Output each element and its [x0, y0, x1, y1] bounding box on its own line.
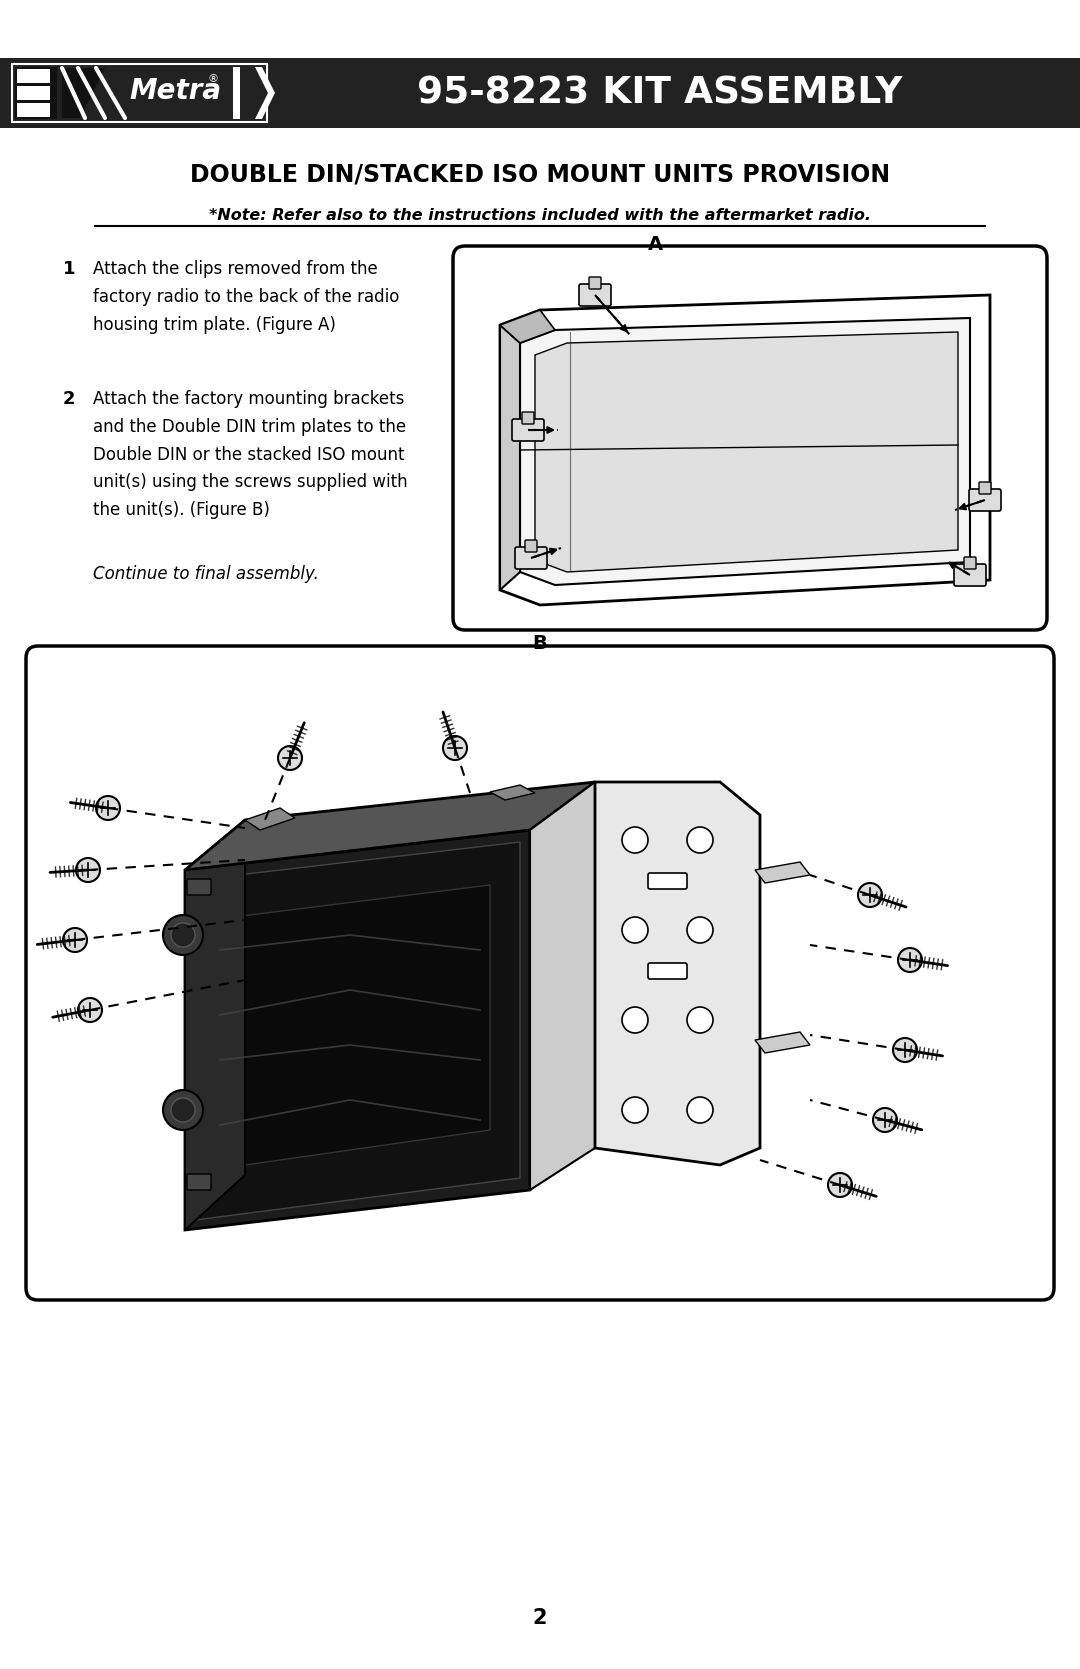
Circle shape — [63, 928, 87, 951]
FancyBboxPatch shape — [648, 963, 687, 980]
Circle shape — [171, 1098, 195, 1122]
FancyBboxPatch shape — [17, 87, 50, 100]
Text: Continue to final assembly.: Continue to final assembly. — [93, 566, 319, 582]
Circle shape — [96, 796, 120, 819]
Circle shape — [76, 858, 100, 881]
FancyBboxPatch shape — [648, 873, 687, 890]
Circle shape — [622, 828, 648, 853]
Polygon shape — [185, 819, 245, 1230]
Circle shape — [687, 828, 713, 853]
Text: Attach the clips removed from the
factory radio to the back of the radio
housing: Attach the clips removed from the factor… — [93, 260, 400, 334]
Text: ®: ® — [207, 73, 218, 83]
Circle shape — [163, 915, 203, 955]
FancyBboxPatch shape — [515, 547, 546, 569]
FancyBboxPatch shape — [954, 564, 986, 586]
FancyBboxPatch shape — [17, 103, 50, 117]
Circle shape — [443, 736, 467, 759]
Circle shape — [622, 916, 648, 943]
Circle shape — [687, 1006, 713, 1033]
FancyBboxPatch shape — [525, 541, 537, 552]
Polygon shape — [595, 783, 760, 1165]
Polygon shape — [755, 1031, 810, 1053]
FancyBboxPatch shape — [579, 284, 611, 305]
FancyBboxPatch shape — [969, 489, 1001, 511]
Circle shape — [622, 1006, 648, 1033]
FancyBboxPatch shape — [589, 277, 600, 289]
FancyBboxPatch shape — [26, 646, 1054, 1300]
Text: Metra: Metra — [129, 77, 221, 105]
FancyBboxPatch shape — [522, 412, 534, 424]
Text: 2: 2 — [532, 1607, 548, 1627]
Polygon shape — [535, 332, 958, 572]
Text: 2: 2 — [63, 391, 76, 407]
Circle shape — [171, 923, 195, 946]
Polygon shape — [245, 808, 295, 829]
Circle shape — [828, 1173, 852, 1197]
FancyBboxPatch shape — [15, 67, 57, 118]
Circle shape — [897, 948, 922, 971]
Polygon shape — [185, 829, 530, 1230]
Polygon shape — [530, 783, 595, 1190]
Text: A: A — [647, 235, 662, 254]
Polygon shape — [185, 783, 595, 870]
Text: 95-8223 KIT ASSEMBLY: 95-8223 KIT ASSEMBLY — [417, 77, 903, 112]
Polygon shape — [519, 319, 970, 586]
Polygon shape — [195, 841, 519, 1220]
Polygon shape — [755, 861, 810, 883]
Polygon shape — [62, 68, 105, 118]
Circle shape — [873, 1108, 897, 1132]
Polygon shape — [500, 325, 519, 591]
Text: Attach the factory mounting brackets
and the Double DIN trim plates to the
Doubl: Attach the factory mounting brackets and… — [93, 391, 407, 519]
Circle shape — [622, 1097, 648, 1123]
FancyBboxPatch shape — [453, 245, 1047, 629]
Text: 1: 1 — [63, 260, 76, 279]
Polygon shape — [233, 67, 275, 118]
Polygon shape — [500, 295, 990, 604]
FancyBboxPatch shape — [0, 58, 1080, 129]
Circle shape — [687, 916, 713, 943]
FancyBboxPatch shape — [12, 63, 267, 122]
Circle shape — [278, 746, 302, 769]
Circle shape — [163, 1090, 203, 1130]
Polygon shape — [500, 310, 555, 344]
Circle shape — [78, 998, 102, 1021]
Polygon shape — [490, 784, 535, 799]
FancyBboxPatch shape — [187, 880, 211, 895]
Circle shape — [858, 883, 882, 906]
Text: DOUBLE DIN/STACKED ISO MOUNT UNITS PROVISION: DOUBLE DIN/STACKED ISO MOUNT UNITS PROVI… — [190, 164, 890, 187]
Polygon shape — [240, 67, 268, 118]
Polygon shape — [210, 885, 490, 1170]
Text: B: B — [532, 634, 548, 653]
Circle shape — [687, 1097, 713, 1123]
FancyBboxPatch shape — [187, 1173, 211, 1190]
FancyBboxPatch shape — [17, 68, 50, 83]
FancyBboxPatch shape — [978, 482, 991, 494]
Circle shape — [893, 1038, 917, 1061]
FancyBboxPatch shape — [512, 419, 544, 441]
Text: *Note: Refer also to the instructions included with the aftermarket radio.: *Note: Refer also to the instructions in… — [210, 207, 870, 222]
FancyBboxPatch shape — [964, 557, 976, 569]
